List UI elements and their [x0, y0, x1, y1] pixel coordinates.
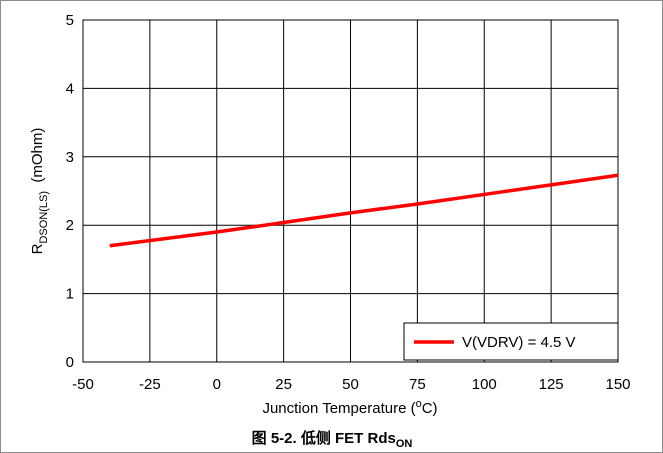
x-tick-label: 125	[539, 376, 564, 393]
legend: V(VDRV) = 4.5 V	[403, 322, 619, 361]
y-tick-label: 2	[66, 217, 74, 234]
x-axis-label: Junction Temperature (oC)	[262, 398, 437, 417]
y-axis-label: RDSON(LS) (mOhm)	[29, 128, 50, 255]
y-tick-label: 1	[66, 286, 74, 303]
x-tick-label: -25	[139, 376, 161, 393]
legend-label: V(VDRV) = 4.5 V	[462, 334, 576, 351]
figure-caption: 图 5-2. 低侧 FET RdsON	[252, 429, 413, 450]
y-tick-label: 4	[66, 80, 74, 97]
plot-border	[82, 19, 619, 363]
y-tick-label: 5	[66, 12, 74, 29]
y-tick-label: 3	[66, 149, 74, 166]
x-tick-label: 150	[605, 376, 630, 393]
x-tick-label: 50	[342, 376, 359, 393]
y-tick-label: 0	[66, 354, 74, 371]
series-line	[109, 173, 619, 248]
tick-label-layer: -50 -25 0 25 50 75 100 125 150 0 1 2 3 4 5	[66, 12, 631, 393]
series-layer	[109, 173, 619, 248]
x-tick-label: 75	[409, 376, 426, 393]
x-tick-label: -50	[72, 376, 94, 393]
grid-layer	[83, 20, 618, 362]
x-tick-label: 25	[275, 376, 292, 393]
x-tick-label: 0	[213, 376, 221, 393]
x-tick-label: 100	[472, 376, 497, 393]
